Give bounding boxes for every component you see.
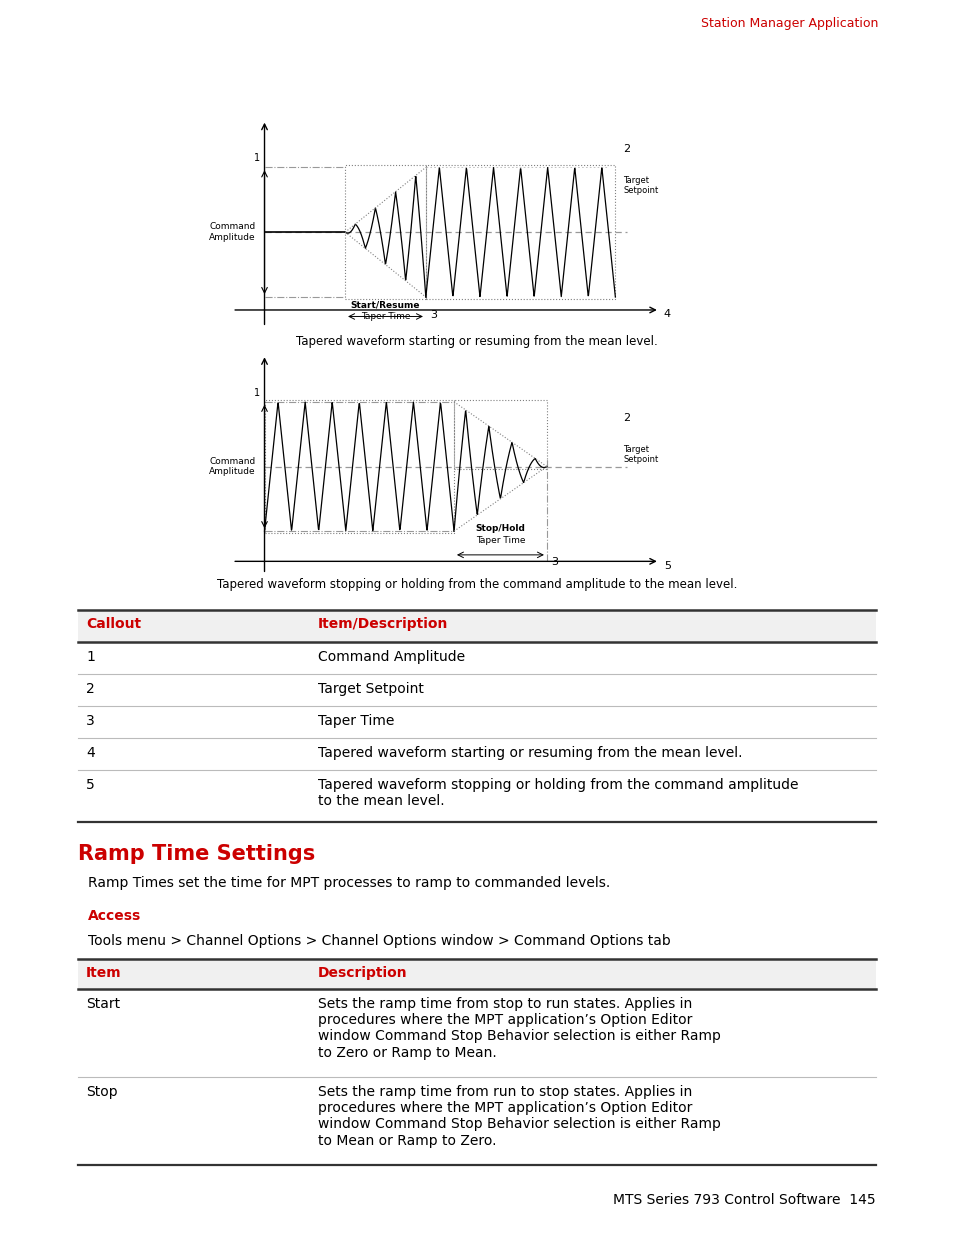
Text: Item: Item: [86, 966, 121, 981]
Text: Target
Setpoint: Target Setpoint: [622, 445, 658, 464]
Text: Description: Description: [317, 966, 407, 981]
Text: Stop: Stop: [86, 1086, 117, 1099]
Text: Item/Description: Item/Description: [317, 618, 448, 631]
Text: 3: 3: [86, 714, 94, 727]
Text: Command Amplitude: Command Amplitude: [317, 650, 465, 664]
Text: Ramp Time Settings: Ramp Time Settings: [78, 844, 314, 864]
Text: Tapered waveform starting or resuming from the mean level.: Tapered waveform starting or resuming fr…: [317, 746, 741, 760]
Text: Start/Resume: Start/Resume: [351, 300, 420, 309]
Text: 4: 4: [663, 309, 670, 320]
Text: Taper Time: Taper Time: [476, 536, 525, 545]
Text: Start: Start: [86, 997, 120, 1011]
Text: Taper Time: Taper Time: [360, 311, 410, 321]
Text: Command
Amplitude: Command Amplitude: [209, 222, 255, 242]
Text: 1: 1: [254, 153, 260, 163]
Bar: [425, 165, 615, 299]
Text: Sets the ramp time from stop to run states. Applies in
procedures where the MPT : Sets the ramp time from stop to run stat…: [317, 997, 720, 1060]
Text: Command
Amplitude: Command Amplitude: [209, 457, 255, 477]
Text: Stop/Hold: Stop/Hold: [475, 525, 525, 534]
Text: 5: 5: [663, 561, 670, 571]
Text: Taper Time: Taper Time: [317, 714, 394, 727]
Bar: [78, 610, 875, 642]
Text: Sets the ramp time from run to stop states. Applies in
procedures where the MPT : Sets the ramp time from run to stop stat…: [317, 1086, 720, 1147]
Text: 3: 3: [550, 557, 558, 567]
Text: 2: 2: [622, 144, 630, 154]
Text: MTS Series 793 Control Software  145: MTS Series 793 Control Software 145: [613, 1193, 875, 1207]
Text: Target Setpoint: Target Setpoint: [317, 682, 423, 697]
Text: 2: 2: [622, 414, 630, 424]
Bar: [454, 400, 546, 468]
Text: Target
Setpoint: Target Setpoint: [622, 177, 658, 195]
Bar: [78, 960, 875, 989]
Text: Callout: Callout: [86, 618, 141, 631]
Text: 1: 1: [86, 650, 94, 664]
Text: 3: 3: [430, 310, 436, 320]
Bar: [345, 165, 425, 299]
Bar: [264, 400, 454, 534]
Text: Tapered waveform stopping or holding from the command amplitude
to the mean leve: Tapered waveform stopping or holding fro…: [317, 778, 798, 808]
Text: 5: 5: [86, 778, 94, 792]
Text: 4: 4: [86, 746, 94, 760]
Text: Access: Access: [88, 909, 141, 923]
Text: Station Manager Application: Station Manager Application: [700, 17, 877, 30]
Text: Tapered waveform stopping or holding from the command amplitude to the mean leve: Tapered waveform stopping or holding fro…: [216, 578, 737, 592]
Text: Tools menu > Channel Options > Channel Options window > Command Options tab: Tools menu > Channel Options > Channel O…: [88, 934, 670, 948]
Text: 1: 1: [254, 388, 260, 398]
Text: Tapered waveform starting or resuming from the mean level.: Tapered waveform starting or resuming fr…: [295, 335, 658, 348]
Text: 2: 2: [86, 682, 94, 697]
Text: Ramp Times set the time for MPT processes to ramp to commanded levels.: Ramp Times set the time for MPT processe…: [88, 876, 610, 890]
